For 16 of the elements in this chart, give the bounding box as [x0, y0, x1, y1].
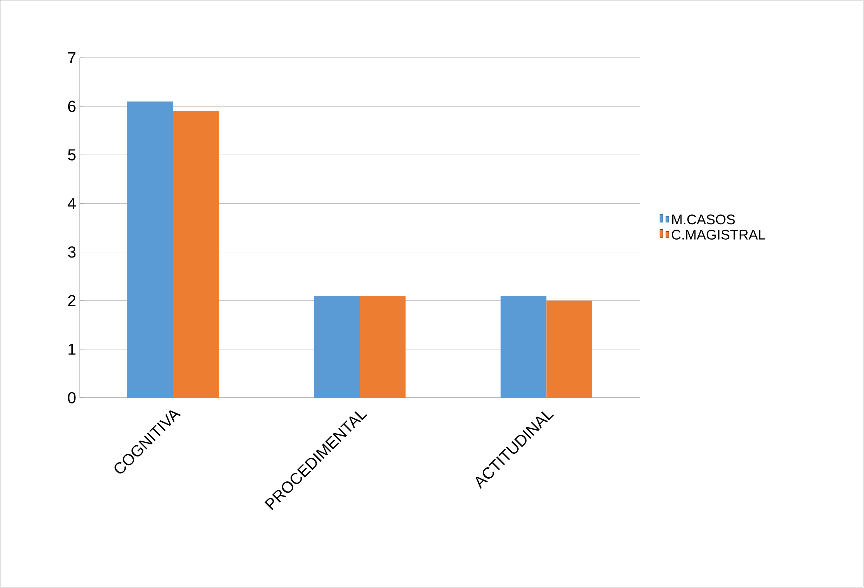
bar [314, 296, 360, 398]
y-tick-label: 3 [68, 246, 76, 258]
bar [128, 102, 174, 398]
y-tick-label: 0 [68, 392, 76, 404]
y-tick-label: 4 [68, 198, 76, 210]
bar [360, 296, 406, 398]
y-tick-label: 2 [68, 295, 76, 306]
legend-label: C.MAGISTRAL [672, 230, 766, 240]
y-tick-label: 7 [68, 52, 76, 64]
bar [546, 300, 592, 398]
y-tick-label: 1 [68, 344, 76, 355]
legend-label: M.CASOS [672, 214, 736, 225]
bar [500, 296, 547, 398]
y-tick-label: 5 [68, 150, 76, 161]
bar [173, 111, 220, 398]
y-tick-label: 6 [68, 100, 76, 112]
